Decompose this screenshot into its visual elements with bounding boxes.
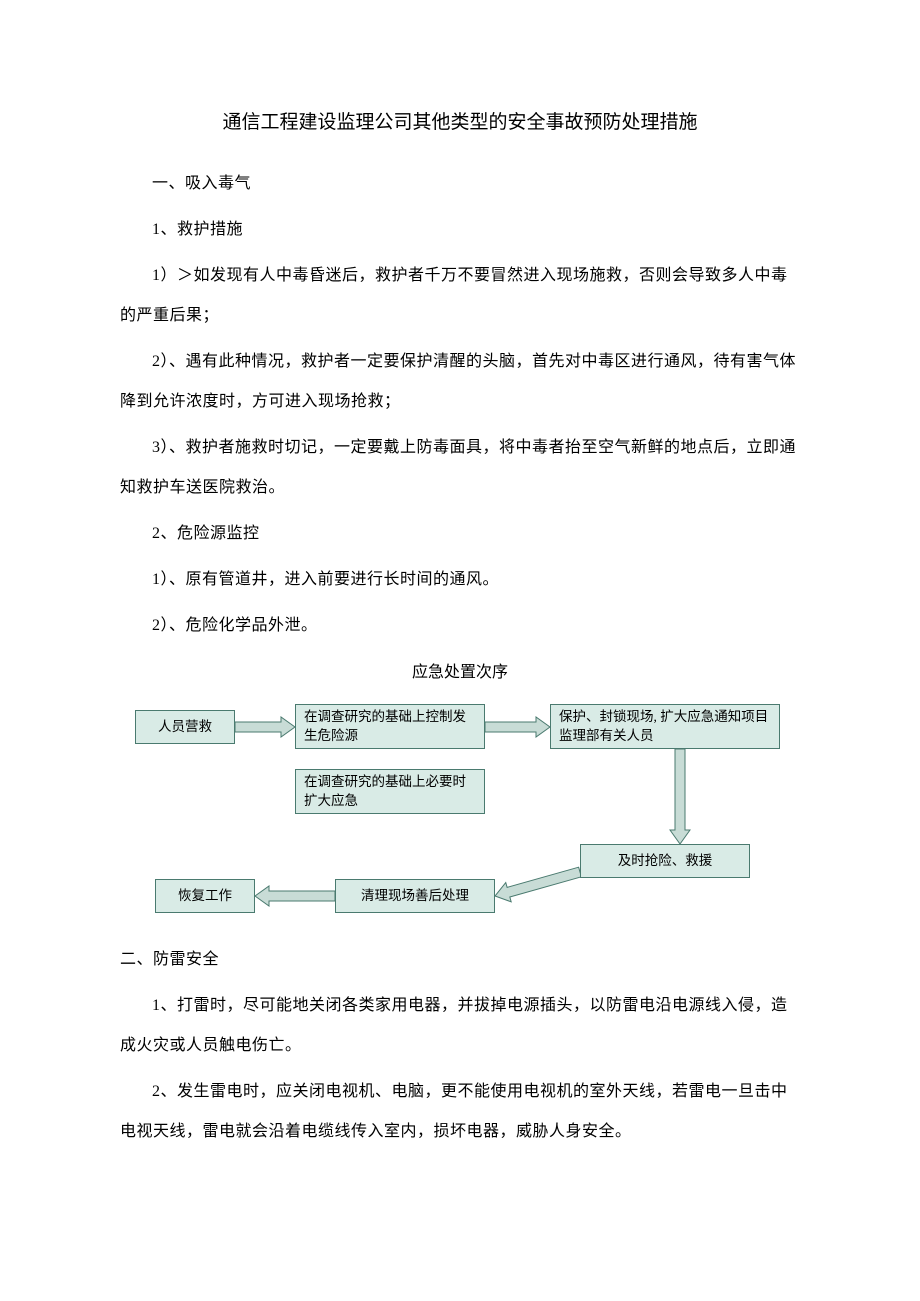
node-cleanup: 清理现场善后处理	[335, 879, 495, 913]
flowchart-title: 应急处置次序	[120, 654, 800, 692]
section-1-2: 2、危险源监控	[120, 514, 800, 554]
node-protect-scene: 保护、封锁现场, 扩大应急通知项目监理部有关人员	[550, 704, 780, 749]
page-title: 通信工程建设监理公司其他类型的安全事故预防处理措施	[120, 100, 800, 146]
flowchart: 人员营救 在调查研究的基础上控制发生危险源 保护、封锁现场, 扩大应急通知项目监…	[120, 704, 800, 934]
section-1-2-1: 1）、原有管道井，进入前要进行长时间的通风。	[120, 560, 800, 600]
section-1-heading: 一、吸入毒气	[120, 164, 800, 204]
section-2-2: 2、发生雷电时，应关闭电视机、电脑，更不能使用电视机的室外天线，若雷电一旦击中电…	[120, 1072, 800, 1152]
node-rescue: 人员营救	[135, 710, 235, 744]
node-timely-rescue: 及时抢险、救援	[580, 844, 750, 878]
section-2-heading: 二、防雷安全	[120, 940, 800, 980]
section-1-1-1: 1）＞如发现有人中毒昏迷后，救护者千万不要冒然进入现场施救，否则会导致多人中毒的…	[120, 256, 800, 336]
section-1-1: 1、救护措施	[120, 210, 800, 250]
node-control-source: 在调查研究的基础上控制发生危险源	[295, 704, 485, 749]
section-2-1: 1、打雷时，尽可能地关闭各类家用电器，并拔掉电源插头，以防雷电沿电源线入侵，造成…	[120, 986, 800, 1066]
node-expand-response: 在调查研究的基础上必要时扩大应急	[295, 769, 485, 814]
node-resume-work: 恢复工作	[155, 879, 255, 913]
section-1-2-2: 2）、危险化学品外泄。	[120, 606, 800, 646]
section-1-1-2: 2）、遇有此种情况，救护者一定要保护清醒的头脑，首先对中毒区进行通风，待有害气体…	[120, 342, 800, 422]
section-1-1-3: 3）、救护者施救时切记，一定要戴上防毒面具，将中毒者抬至空气新鲜的地点后，立即通…	[120, 428, 800, 508]
